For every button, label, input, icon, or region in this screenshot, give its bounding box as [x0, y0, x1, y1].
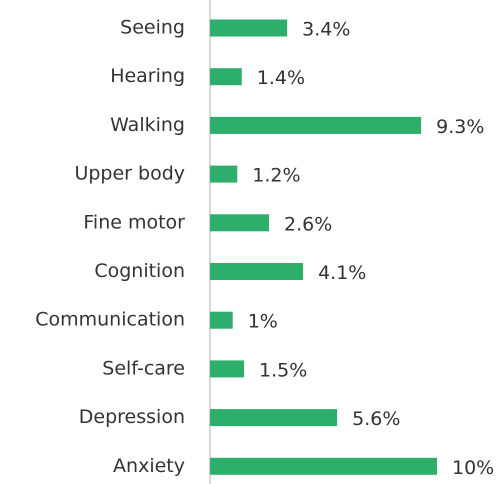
bar [210, 214, 270, 232]
bar [210, 457, 437, 475]
category-label: Cognition [94, 260, 185, 282]
bar [210, 19, 288, 37]
bar [210, 68, 242, 86]
value-label: 1.2% [252, 165, 300, 187]
value-label: 3.4% [302, 19, 350, 41]
category-label: Upper body [74, 163, 185, 185]
value-label: 1% [248, 311, 278, 333]
bar [210, 263, 304, 280]
bar [210, 165, 238, 183]
category-label: Communication [35, 309, 185, 331]
category-label: Seeing [120, 17, 185, 39]
category-label: Self-care [102, 357, 185, 379]
category-label: Fine motor [83, 211, 185, 233]
value-label: 1.5% [259, 359, 307, 381]
value-label: 2.6% [284, 213, 332, 235]
bar [210, 360, 245, 378]
bar [210, 409, 338, 427]
bar [210, 116, 422, 134]
category-label: Anxiety [113, 455, 185, 477]
bar [210, 311, 233, 329]
value-label: 1.4% [257, 67, 305, 89]
value-label: 4.1% [318, 262, 366, 284]
value-label: 10% [452, 457, 494, 479]
category-label: Walking [110, 114, 185, 136]
category-label: Depression [79, 406, 185, 428]
value-label: 5.6% [352, 408, 400, 430]
value-label: 9.3% [436, 116, 484, 138]
category-label: Hearing [110, 65, 185, 87]
